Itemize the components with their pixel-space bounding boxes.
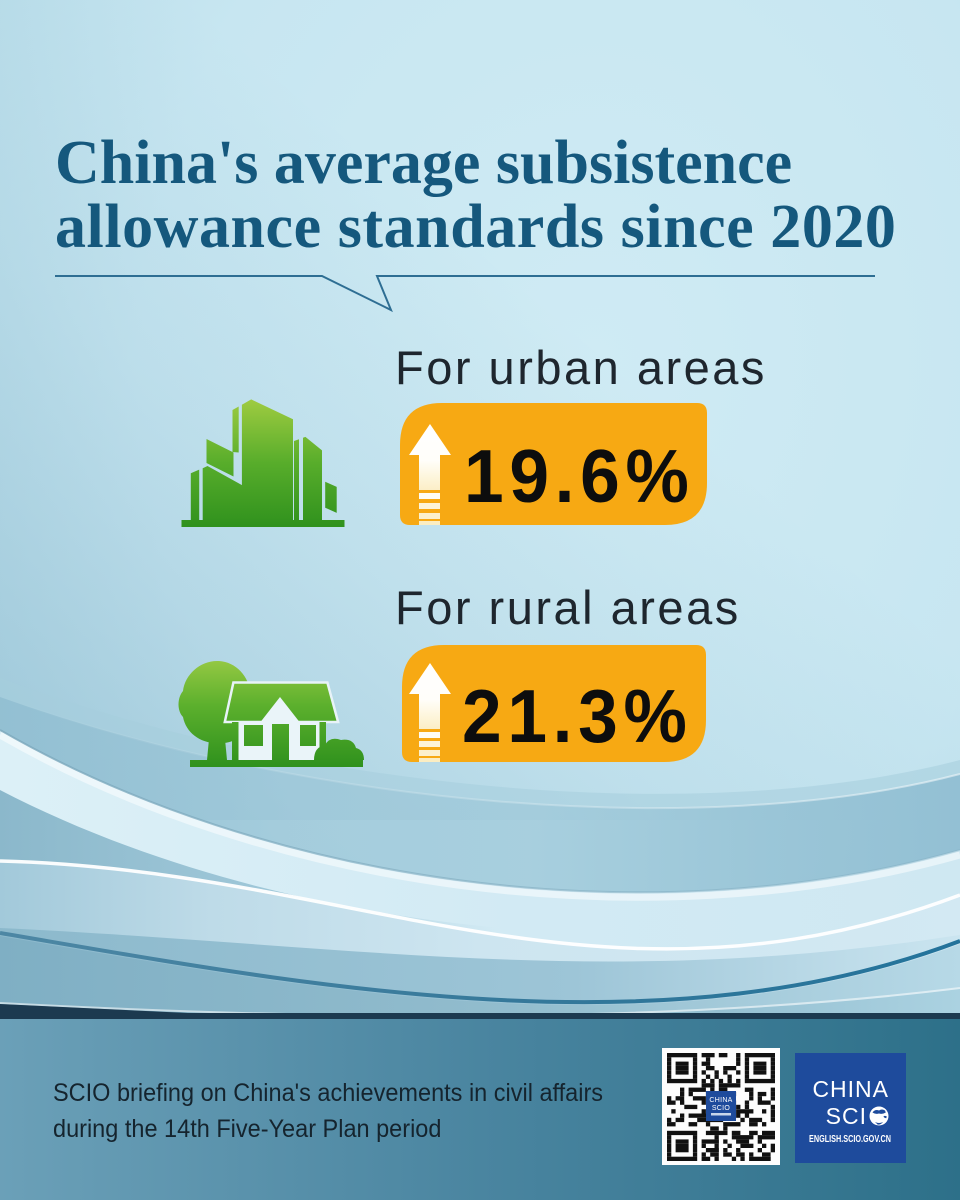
svg-text:SCIO: SCIO bbox=[712, 1105, 731, 1112]
svg-text:ENGLISH.SCIO.GOV.CN: ENGLISH.SCIO.GOV.CN bbox=[809, 1134, 891, 1145]
svg-text:CHINA: CHINA bbox=[812, 1076, 889, 1102]
svg-text:CHINA: CHINA bbox=[709, 1097, 732, 1104]
svg-text:SCI: SCI bbox=[826, 1103, 867, 1129]
